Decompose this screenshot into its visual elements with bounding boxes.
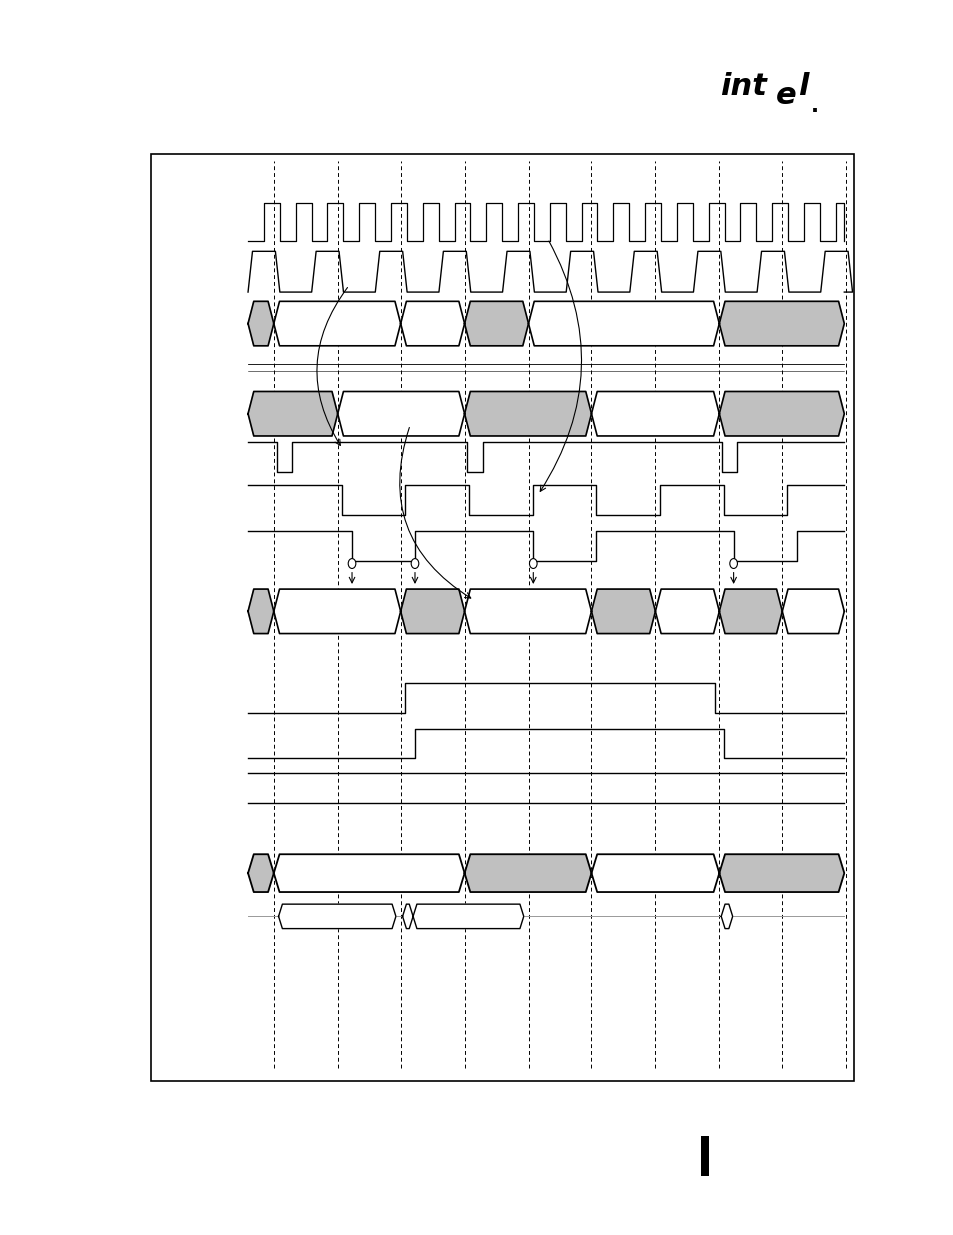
Polygon shape bbox=[248, 855, 274, 892]
Polygon shape bbox=[781, 589, 843, 634]
Text: int: int bbox=[720, 73, 766, 101]
Polygon shape bbox=[591, 391, 719, 436]
Polygon shape bbox=[591, 589, 655, 634]
Polygon shape bbox=[464, 589, 591, 634]
Polygon shape bbox=[720, 904, 732, 929]
Polygon shape bbox=[248, 301, 274, 346]
Polygon shape bbox=[464, 391, 591, 436]
Polygon shape bbox=[464, 855, 591, 892]
Polygon shape bbox=[528, 301, 719, 346]
Polygon shape bbox=[719, 855, 843, 892]
Polygon shape bbox=[337, 391, 464, 436]
Circle shape bbox=[348, 558, 355, 568]
Circle shape bbox=[529, 558, 537, 568]
Polygon shape bbox=[274, 855, 464, 892]
Polygon shape bbox=[591, 855, 719, 892]
Polygon shape bbox=[278, 904, 395, 929]
Polygon shape bbox=[248, 391, 337, 436]
Polygon shape bbox=[274, 301, 400, 346]
Circle shape bbox=[411, 558, 418, 568]
Circle shape bbox=[729, 558, 737, 568]
Polygon shape bbox=[719, 301, 843, 346]
Text: e: e bbox=[775, 82, 796, 110]
Polygon shape bbox=[464, 301, 528, 346]
Polygon shape bbox=[413, 904, 523, 929]
Polygon shape bbox=[402, 904, 413, 929]
Polygon shape bbox=[719, 589, 781, 634]
Polygon shape bbox=[400, 301, 464, 346]
Bar bbox=[151, 154, 853, 1081]
Polygon shape bbox=[248, 589, 274, 634]
Text: l: l bbox=[798, 73, 808, 101]
Polygon shape bbox=[400, 589, 464, 634]
Polygon shape bbox=[719, 391, 843, 436]
Polygon shape bbox=[655, 589, 719, 634]
Polygon shape bbox=[274, 589, 400, 634]
Bar bbox=[700, 1136, 708, 1176]
Text: .: . bbox=[810, 96, 818, 116]
